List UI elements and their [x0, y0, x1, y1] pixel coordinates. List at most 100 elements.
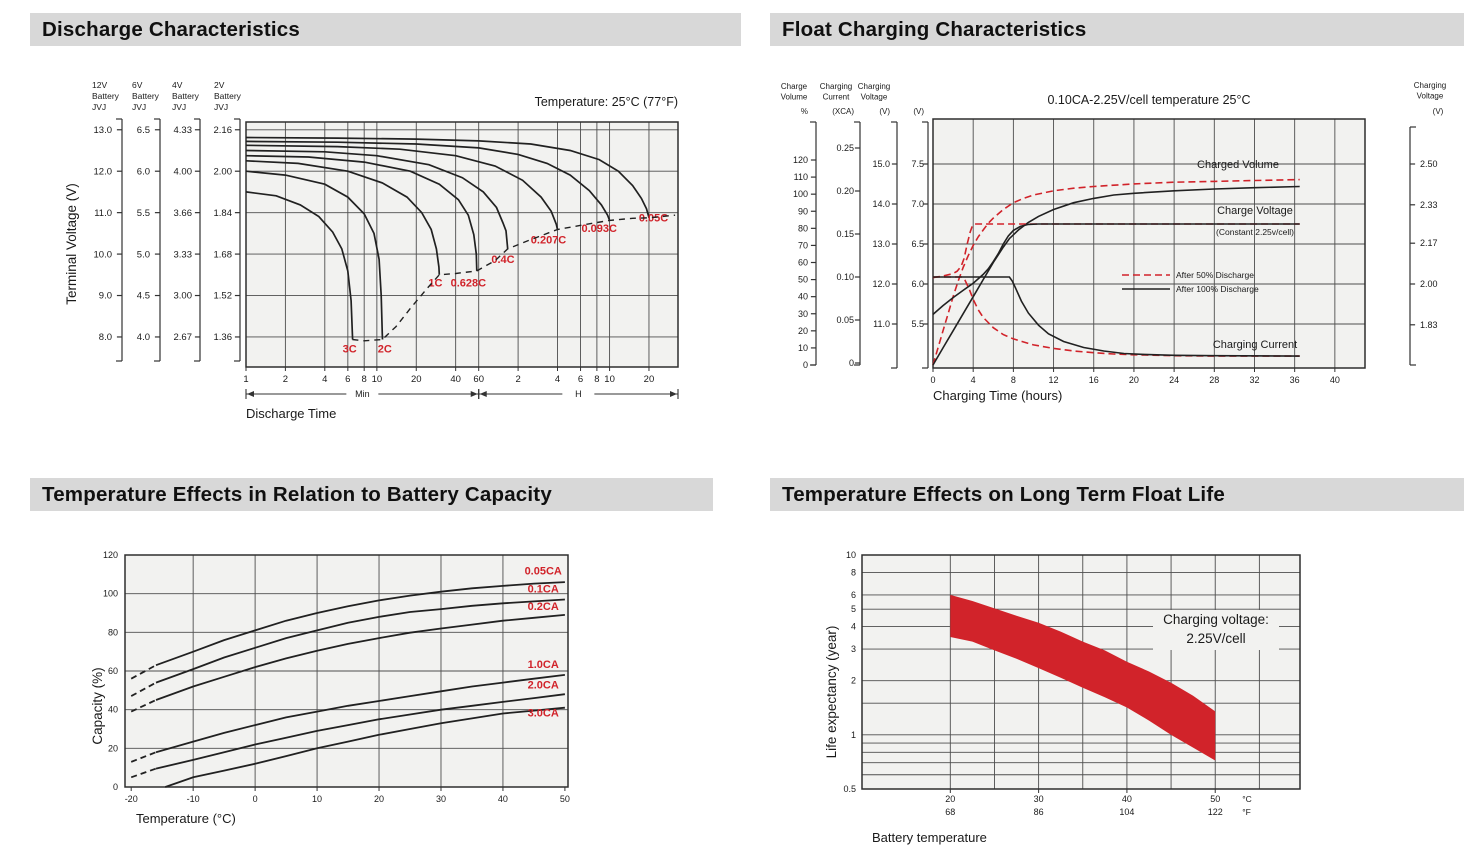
- v12-tick-label: 13.0: [872, 239, 890, 249]
- y-tick-label: 0: [113, 782, 118, 792]
- x-tick-label: 0: [253, 794, 258, 804]
- temperature-note: Temperature: 25°C (77°F): [535, 95, 678, 109]
- pct-tick-label: 50: [798, 275, 808, 285]
- x-tick-label: 8: [362, 374, 367, 385]
- scale-title: Battery: [214, 91, 242, 101]
- axis-unit: %: [801, 107, 808, 116]
- x-tick-label: -20: [125, 794, 138, 804]
- y-tick-label: 4.00: [174, 166, 193, 177]
- chart-title: 0.10CA-2.25V/cell temperature 25°C: [1047, 93, 1250, 107]
- x-tick-label: 50: [560, 794, 570, 804]
- discharge-curve-0.4C: [245, 149, 509, 249]
- inplot-label: Charge Voltage: [1217, 205, 1293, 217]
- y-tick-label: 80: [108, 627, 118, 637]
- y-tick-label: 2.67: [174, 332, 193, 343]
- annotation-line: Charging voltage:: [1163, 612, 1269, 627]
- pct-tick-label: 10: [798, 343, 808, 353]
- x-tick-label: 24: [1169, 375, 1179, 385]
- discharge-curve-1C: [245, 159, 441, 275]
- y-tick-label: 12.0: [94, 166, 113, 177]
- y-axis-title: Life expectancy (year): [824, 626, 839, 759]
- axis-header: Current: [823, 93, 850, 102]
- v12-tick-label: 14.0: [872, 199, 890, 209]
- plot-border: [245, 121, 679, 368]
- scale-title: JVJ: [214, 102, 228, 112]
- curve-label-0.05CA: 0.05CA: [525, 565, 562, 577]
- x-tick-label-f: 104: [1119, 807, 1134, 817]
- discharge-curve-0.093C: [245, 140, 611, 221]
- y-tick-label: 11.0: [94, 208, 112, 219]
- x-unit-fahrenheit: °F: [1242, 807, 1251, 817]
- y-tick-label: 9.0: [99, 291, 112, 302]
- y-tick-label: 4.0: [137, 332, 150, 343]
- x-tick-label: 20: [644, 374, 655, 385]
- xca-tick-label: 0.15: [836, 229, 854, 239]
- section-header-discharge: Discharge Characteristics: [30, 13, 741, 46]
- scale-title: Battery: [172, 91, 200, 101]
- curve-label-2.0CA: 2.0CA: [528, 679, 559, 691]
- y-tick-label: 0.5: [843, 784, 856, 794]
- y-tick-label: 2.00: [214, 166, 233, 177]
- arrowhead-right: [470, 391, 478, 397]
- x-tick-label-c: 20: [945, 794, 955, 804]
- series-pct-100pct: [932, 185, 1300, 366]
- curve-label-1C: 1C: [428, 277, 442, 289]
- x-tick-label: 4: [971, 375, 976, 385]
- y-tick-label: 8: [851, 567, 856, 577]
- curve-label-0.093C: 0.093C: [581, 223, 617, 235]
- axis-header: Charge: [781, 82, 808, 91]
- x-tick-label-f: 122: [1208, 807, 1223, 817]
- y-tick-label: 1.84: [214, 208, 233, 219]
- curve-label-0.2CA: 0.2CA: [528, 601, 559, 613]
- axis-header: Volume: [781, 93, 808, 102]
- axis-unit: (V): [913, 107, 924, 116]
- v6-tick-label: 5.5: [911, 319, 924, 329]
- curve-label-3C: 3C: [343, 343, 357, 355]
- y-tick-label: 8.0: [99, 332, 112, 343]
- pct-tick-label: 110: [794, 172, 808, 182]
- y-tick-label: 3.00: [174, 291, 193, 302]
- inplot-label: Charged Volume: [1197, 159, 1279, 171]
- plot-border: [124, 554, 569, 788]
- axis-unit: (V): [879, 107, 890, 116]
- section-header-temp-capacity: Temperature Effects in Relation to Batte…: [30, 478, 713, 511]
- x-tick-label: 60: [473, 374, 484, 385]
- x-tick-label: 36: [1290, 375, 1300, 385]
- capacity-curve-3.0CA: [165, 706, 565, 788]
- y-tick-label: 2: [851, 676, 856, 686]
- y-tick-label: 3.33: [174, 249, 193, 260]
- y-tick-label: 6.5: [137, 125, 150, 136]
- xca-tick-label: 0.10: [836, 272, 854, 282]
- x-tick-label: 10: [312, 794, 322, 804]
- y-tick-label: 10.0: [94, 249, 113, 260]
- pct-tick-label: 90: [798, 206, 808, 216]
- scale-title: Battery: [92, 91, 120, 101]
- y-tick-label: 4.33: [174, 125, 193, 136]
- y-tick-label: 3: [851, 644, 856, 654]
- scale-title: 12V: [92, 80, 107, 90]
- scale-title: JVJ: [132, 102, 146, 112]
- y-tick-label: 100: [103, 589, 118, 599]
- xca-tick-label: 0.05: [836, 315, 854, 325]
- v6-tick-label: 6.0: [911, 279, 924, 289]
- x-tick-label-c: 50: [1210, 794, 1220, 804]
- span-label: H: [575, 389, 582, 399]
- x-tick-label: 6: [578, 374, 583, 385]
- plot-border: [861, 554, 1301, 790]
- x-tick-label: 10: [372, 374, 383, 385]
- temp-capacity-chart: 0 20 40 60 80 100 120 -20 -10 0 10 20 30 40 50 Capacity…: [90, 550, 570, 826]
- x-tick-label: 8: [594, 374, 599, 385]
- curve-label-0.4C: 0.4C: [491, 254, 514, 266]
- y-tick-label: 4: [851, 622, 856, 632]
- discharge-chart: 12VBatteryJVJ13.012.011.010.09.08.06VBat…: [64, 80, 679, 421]
- v12-tick-label: 15.0: [872, 159, 890, 169]
- capacity-curve-dashed-0.05CA: [130, 664, 157, 680]
- y-tick-label: 1.68: [214, 249, 233, 260]
- vcell-tick-label: 2.17: [1420, 238, 1438, 248]
- vcell-tick-label: 2.33: [1420, 200, 1438, 210]
- cutoff-voltage-line: [352, 214, 676, 342]
- scale-title: 2V: [214, 80, 225, 90]
- x-axis-title: Temperature (°C): [136, 811, 236, 826]
- x-tick-label: -10: [187, 794, 200, 804]
- curve-label-0.628C: 0.628C: [451, 277, 487, 289]
